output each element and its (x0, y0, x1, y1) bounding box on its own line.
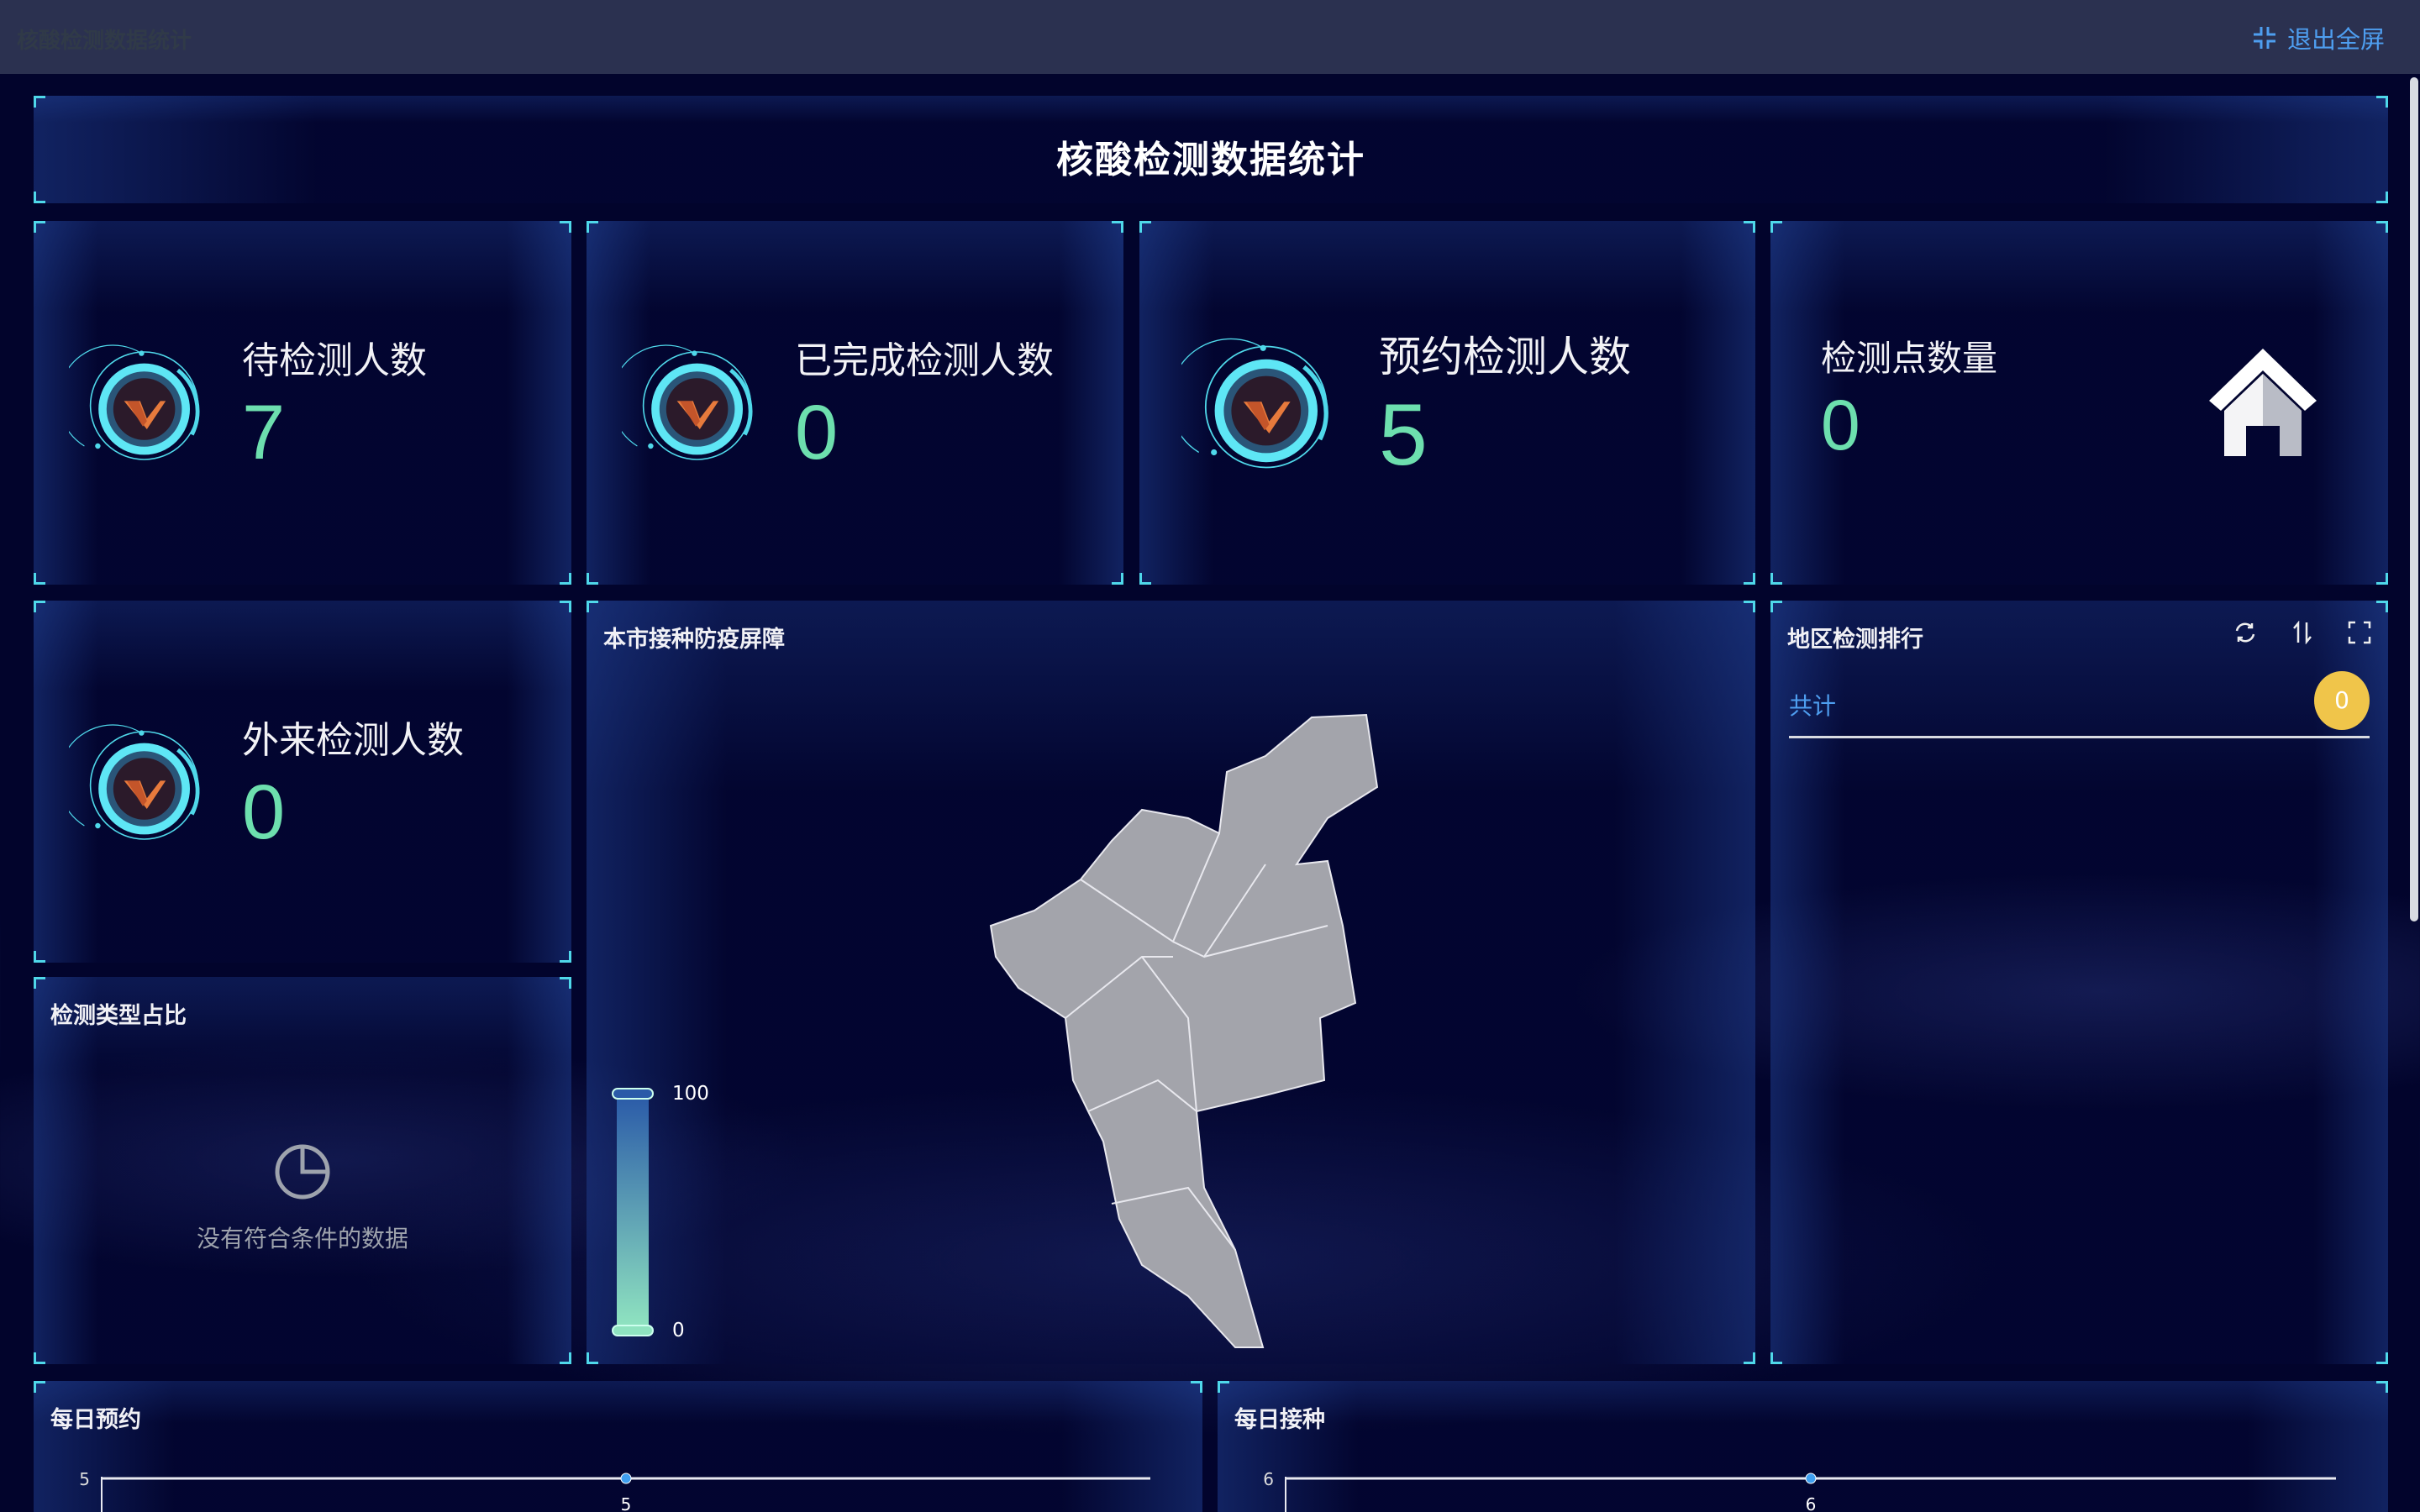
exit-fullscreen-button[interactable]: 退出全屏 (2252, 20, 2385, 55)
sort-icon[interactable] (2291, 620, 2314, 648)
stat-value: 5 (1379, 386, 1428, 484)
pie-chart-icon (275, 1144, 330, 1200)
fullscreen-icon[interactable] (2348, 621, 2371, 648)
empty-state-text: 没有符合条件的数据 (196, 1225, 408, 1252)
map-panel: 本市接种防疫屏障 100 0 (587, 601, 1755, 1364)
data-point (1805, 1473, 1817, 1484)
stat-label: 预约检测人数 (1379, 333, 1631, 381)
stat-value: 0 (795, 390, 839, 475)
scrollbar[interactable] (2410, 77, 2418, 921)
exit-fullscreen-icon (2253, 27, 2275, 49)
visual-map-legend[interactable]: 100 0 (612, 1083, 709, 1341)
city-map[interactable] (587, 601, 1755, 1364)
y-tick-label: 5 (79, 1469, 90, 1489)
map-region (989, 713, 1379, 1348)
header-panel: 核酸检测数据统计 (34, 96, 2388, 203)
page-title: 核酸检测数据统计 (1056, 139, 1365, 181)
total-label: 共计 (1789, 692, 1837, 720)
visual-map-handle-top[interactable] (612, 1088, 654, 1100)
ranking-total-row[interactable]: 共计 0 (1789, 671, 2370, 738)
v-logo-ring-icon (69, 344, 200, 460)
panel-title: 地区检测排行 (1787, 627, 1923, 653)
map-district-border (1141, 956, 1197, 1112)
stat-label: 外来检测人数 (242, 719, 464, 762)
visual-map-max: 100 (672, 1083, 709, 1105)
stat-label: 已完成检测人数 (795, 339, 1054, 382)
map-district-border (1203, 925, 1328, 958)
stat-card-pending: 待检测人数 7 (34, 221, 571, 585)
stat-card-reserved: 预约检测人数 5 (1139, 221, 1755, 585)
data-point (620, 1473, 632, 1484)
visual-map-handle-bottom[interactable] (612, 1325, 654, 1336)
panel-title: 本市接种防疫屏障 (603, 627, 785, 653)
stat-label: 检测点数量 (1821, 338, 1998, 379)
house-icon (2209, 349, 2317, 456)
visual-map-bar (617, 1095, 649, 1326)
type-ratio-panel: 检测类型占比 没有符合条件的数据 (34, 977, 571, 1364)
total-badge: 0 (2314, 671, 2370, 730)
stat-value: 7 (242, 390, 286, 475)
visual-map-min: 0 (672, 1320, 685, 1341)
stat-value: 0 (1821, 386, 1860, 465)
v-logo-ring-icon (69, 724, 200, 840)
panel-title: 每日预约 (50, 1407, 141, 1433)
v-logo-ring-icon (1181, 338, 1328, 469)
daily-vaccination-chart: 66 (1263, 1469, 2336, 1512)
stat-card-sites: 检测点数量 0 (1770, 221, 2388, 585)
y-tick-label: 6 (1263, 1469, 1274, 1489)
panel-title: 检测类型占比 (50, 1003, 187, 1029)
daily-reservation-chart: 55 (79, 1469, 1150, 1512)
v-logo-ring-icon (622, 344, 753, 460)
ranking-panel: 地区检测排行 共计 0 (1770, 601, 2388, 1364)
top-bar: 核酸检测数据统计 退出全屏 (0, 0, 2420, 74)
panel-title: 每日接种 (1234, 1407, 1325, 1433)
app-title: 核酸检测数据统计 (17, 29, 192, 54)
map-district-border (1111, 1186, 1236, 1251)
exit-fullscreen-label: 退出全屏 (2286, 25, 2385, 54)
stat-value: 0 (242, 769, 286, 855)
stat-label: 待检测人数 (242, 339, 427, 382)
data-label: 6 (1806, 1494, 1817, 1512)
data-label: 5 (621, 1494, 632, 1512)
refresh-icon[interactable] (2233, 621, 2257, 648)
stat-card-external: 外来检测人数 0 (34, 601, 571, 963)
map-district-border (1087, 1079, 1197, 1112)
stat-card-completed: 已完成检测人数 0 (587, 221, 1123, 585)
